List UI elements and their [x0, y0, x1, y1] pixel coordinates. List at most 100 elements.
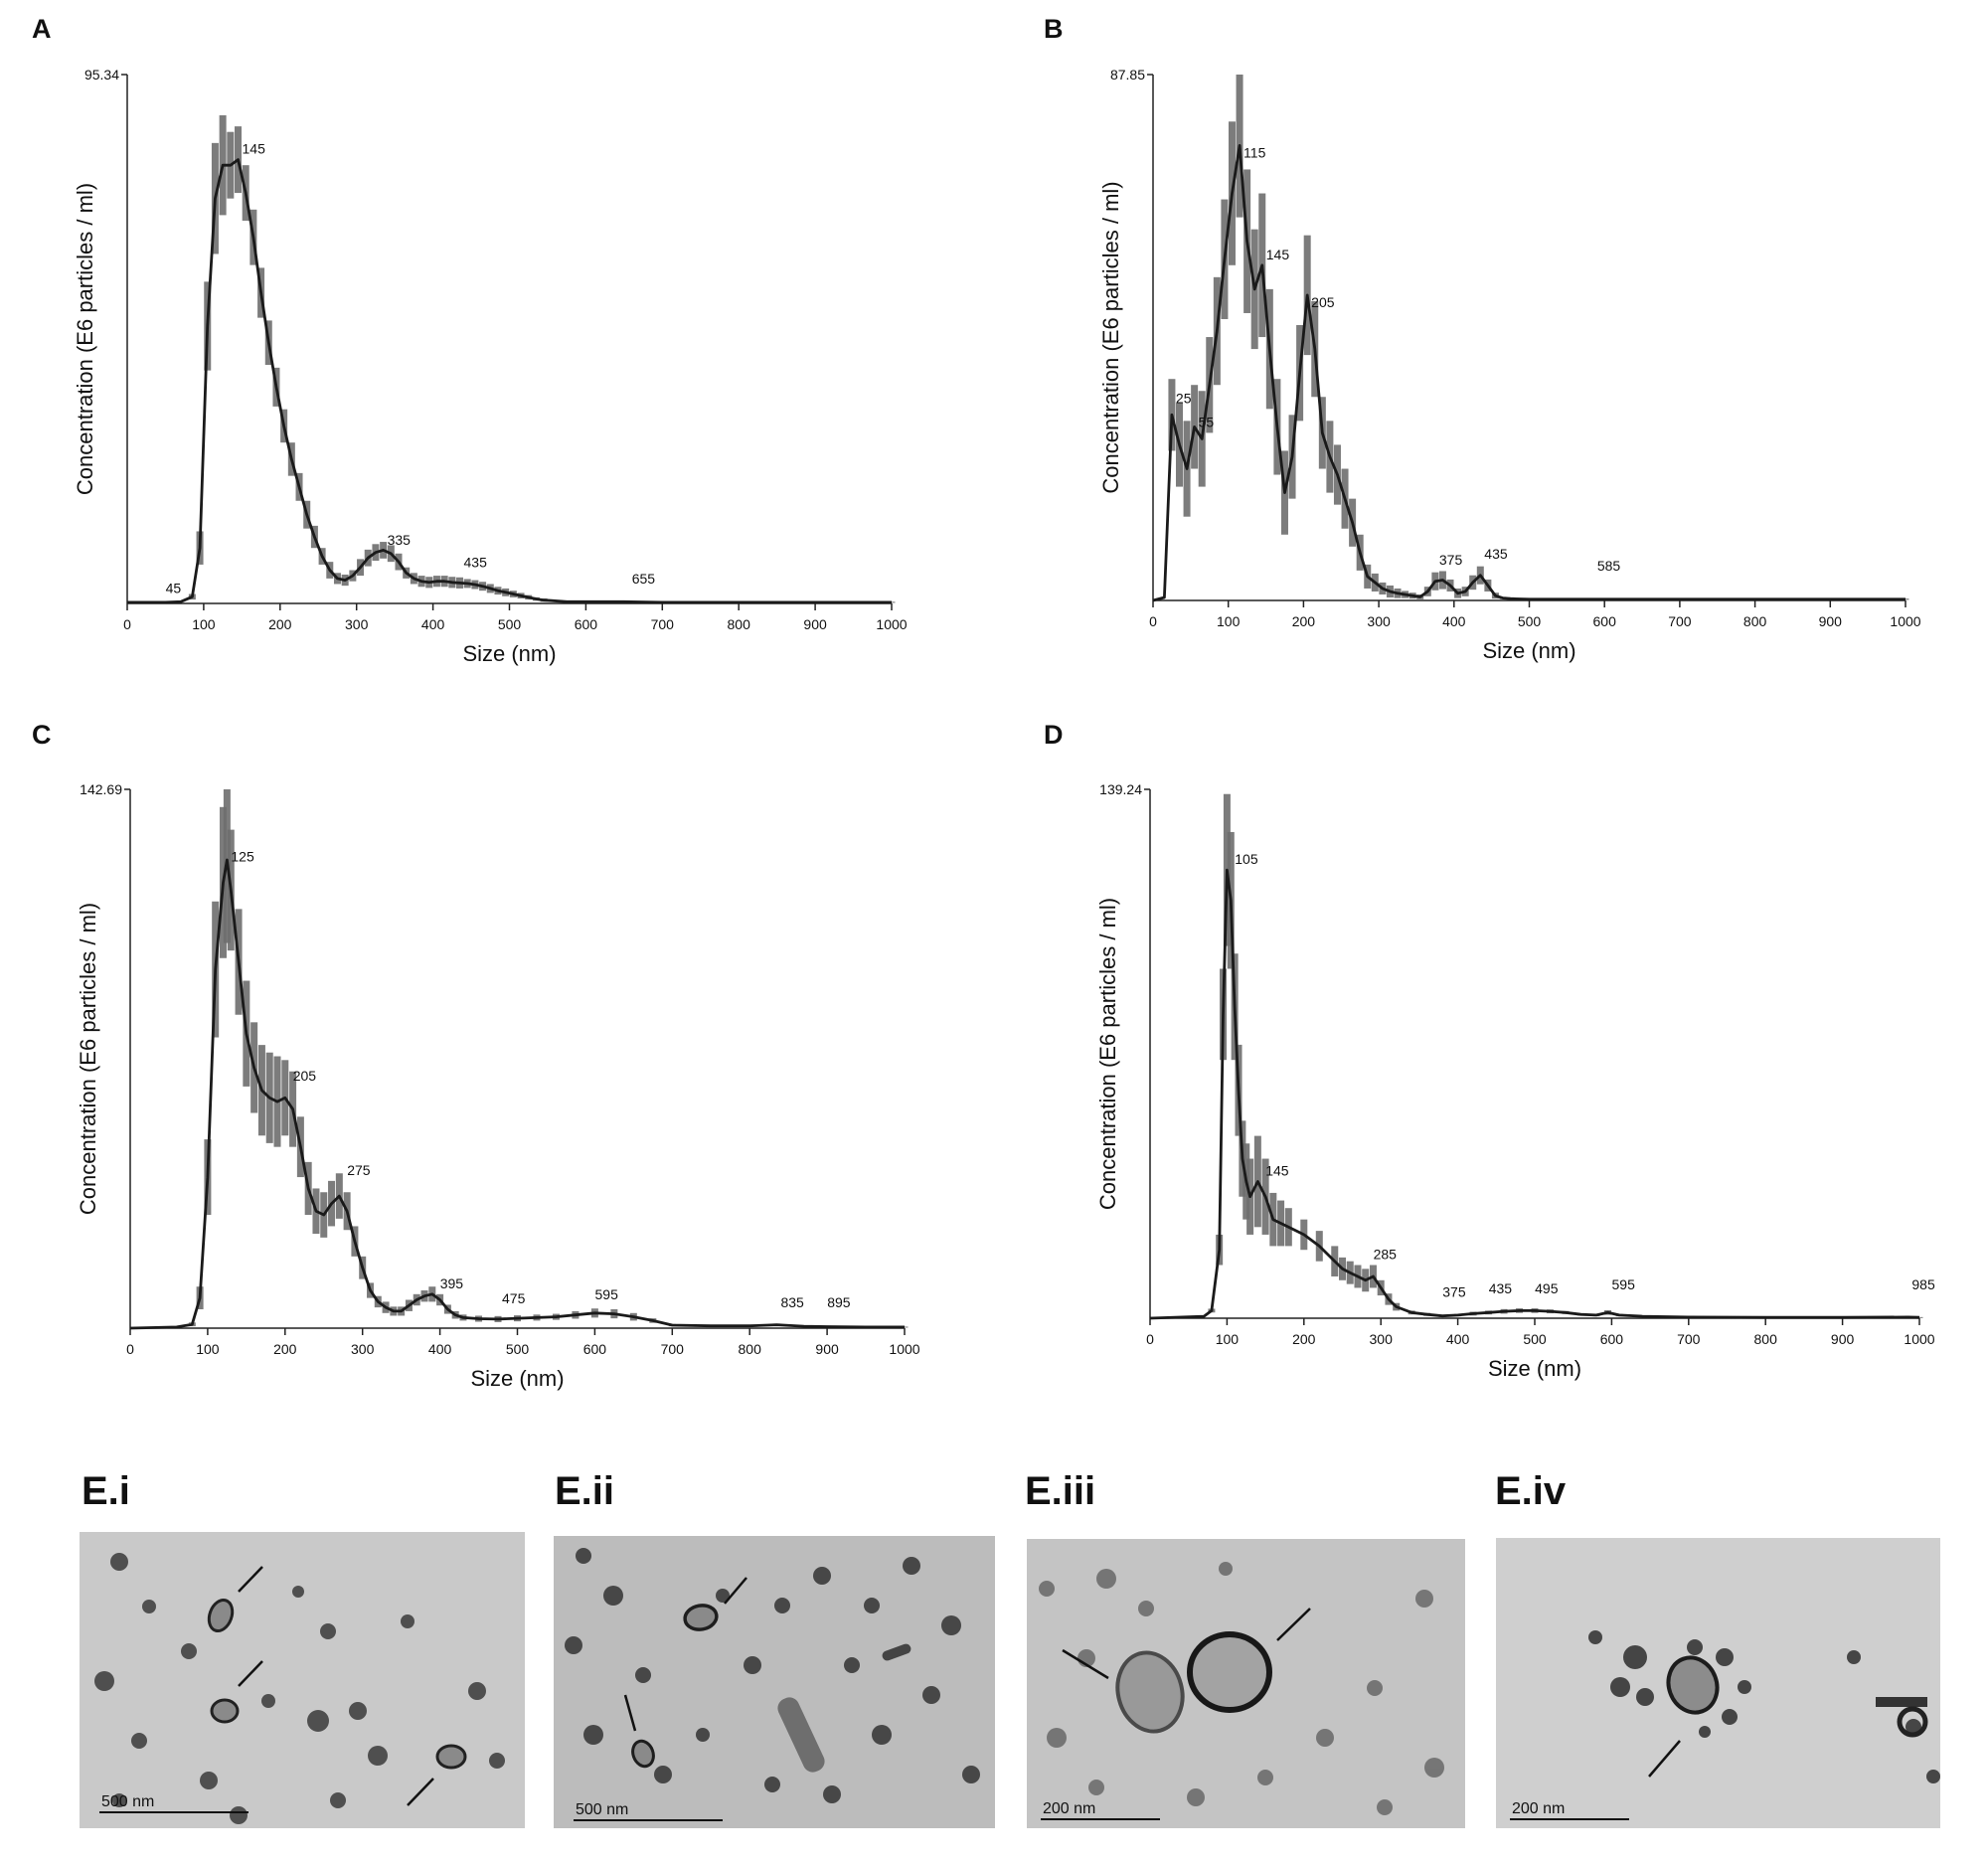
- x-tick-label: 100: [192, 616, 216, 632]
- peak-label: 285: [1374, 1247, 1398, 1263]
- panel-letter-c: C: [32, 720, 52, 750]
- data-series-line: [127, 158, 892, 604]
- x-axis-title: Size (nm): [1482, 638, 1575, 663]
- x-tick-label: 0: [1146, 1331, 1154, 1347]
- x-tick-label: 200: [1292, 613, 1316, 629]
- vesicle: [1187, 1631, 1272, 1713]
- x-tick-label: 300: [345, 616, 369, 632]
- x-tick-label: 500: [1518, 613, 1542, 629]
- micrograph-e-ii: 500 nm: [554, 1536, 995, 1828]
- micrograph-debris: [1876, 1697, 1927, 1707]
- arrow: [724, 1577, 747, 1605]
- x-tick-label: 400: [1442, 613, 1466, 629]
- scale-bar-label: 500 nm: [576, 1801, 628, 1818]
- peak-label: 205: [293, 1068, 317, 1084]
- y-max-label: 87.85: [1110, 67, 1145, 83]
- peak-label: 55: [1199, 414, 1215, 429]
- chart-panel-d: 139.24 0 100 200 300 400 500 600 700 800 900 1000 Si…: [1095, 781, 1935, 1381]
- x-tick-label: 1000: [876, 616, 907, 632]
- x-tick-label: 1000: [889, 1341, 919, 1357]
- x-tick-label: 500: [1523, 1331, 1547, 1347]
- y-max-label: 139.24: [1099, 781, 1142, 797]
- x-tick-label: 700: [651, 616, 675, 632]
- peak-label: 145: [243, 141, 266, 157]
- x-tick-label: 700: [1677, 1331, 1701, 1347]
- error-bar: [1915, 1316, 1923, 1318]
- vesicle: [683, 1604, 719, 1631]
- vesicle: [1666, 1655, 1720, 1715]
- x-tick-label: 800: [728, 616, 751, 632]
- x-tick-label: 200: [273, 1341, 297, 1357]
- micrograph-e-i: 500 nm: [80, 1532, 525, 1828]
- vesicle: [1115, 1650, 1185, 1734]
- x-tick-label: 100: [1216, 1331, 1240, 1347]
- x-tick-label: 400: [421, 616, 445, 632]
- x-tick-label: 100: [1217, 613, 1241, 629]
- x-tick-label: 600: [1593, 613, 1617, 629]
- peak-label: 895: [827, 1294, 851, 1310]
- x-tick-label: 300: [1370, 1331, 1394, 1347]
- peak-label: 655: [632, 571, 656, 587]
- vesicle-group: [631, 1604, 719, 1769]
- x-tick-label: 600: [583, 1341, 607, 1357]
- peak-label: 595: [1612, 1276, 1636, 1292]
- vesicle-group: [207, 1599, 467, 1770]
- peak-label: 585: [1597, 558, 1621, 574]
- x-axis-title: Size (nm): [1488, 1356, 1581, 1381]
- peak-label: 435: [1489, 1280, 1513, 1296]
- x-tick-label: 700: [661, 1341, 685, 1357]
- chart-panel-c: 142.69 0 100 200 300 400 500 600 700 800 900 1000 Si…: [76, 781, 920, 1391]
- arrow: [1062, 1648, 1109, 1680]
- micrograph-debris: [1897, 1706, 1928, 1738]
- x-tick-label: 900: [1831, 1331, 1855, 1347]
- peak-label: 375: [1439, 552, 1463, 568]
- peak-label: 25: [1176, 390, 1192, 406]
- error-bar-group: [188, 789, 909, 1328]
- peak-label: 115: [1243, 144, 1266, 160]
- arrow: [238, 1566, 263, 1593]
- arrow: [623, 1694, 637, 1732]
- peak-label: 205: [1311, 294, 1335, 310]
- x-tick-label: 300: [351, 1341, 375, 1357]
- peak-label: 495: [1535, 1280, 1559, 1296]
- micrograph-e-iii: 200 nm: [1027, 1539, 1465, 1828]
- peak-label: 145: [1265, 1162, 1289, 1178]
- data-series-line: [129, 858, 905, 1330]
- micrograph-background: [80, 1532, 525, 1828]
- arrow: [407, 1778, 434, 1806]
- arrow-group: [238, 1566, 434, 1806]
- x-tick-label: 100: [196, 1341, 220, 1357]
- panel-letter-b: B: [1044, 14, 1064, 44]
- x-tick-label: 0: [123, 616, 131, 632]
- peak-label: 835: [780, 1294, 804, 1310]
- arrow-group: [1648, 1740, 1681, 1778]
- x-tick-label: 700: [1668, 613, 1692, 629]
- y-axis-title: Concentration (E6 particles / ml): [1095, 898, 1120, 1210]
- x-axis-title: Size (nm): [462, 641, 556, 666]
- micrograph-label-e-iv: E.iv: [1495, 1469, 1567, 1513]
- micrograph-e-iv: 200 nm: [1496, 1538, 1940, 1828]
- data-series-line: [1149, 868, 1920, 1320]
- x-tick-label: 1000: [1890, 613, 1920, 629]
- x-tick-label: 900: [803, 616, 827, 632]
- scale-bar-label: 200 nm: [1512, 1800, 1565, 1817]
- x-tick-label: 200: [268, 616, 292, 632]
- error-bar-group: [1208, 793, 1923, 1318]
- x-tick-label: 500: [506, 1341, 530, 1357]
- peak-label: 395: [440, 1275, 464, 1291]
- micrograph-label-e-iii: E.iii: [1025, 1469, 1096, 1513]
- x-tick-label: 0: [126, 1341, 134, 1357]
- x-tick-label: 1000: [1904, 1331, 1934, 1347]
- peak-label: 335: [388, 532, 412, 548]
- peak-label: 985: [1911, 1276, 1935, 1292]
- micrograph-debris: [882, 1643, 911, 1661]
- error-bar-group: [188, 114, 896, 603]
- peak-label: 375: [1442, 1284, 1466, 1300]
- vesicle: [631, 1739, 655, 1769]
- micrograph-debris: [94, 1553, 505, 1824]
- peak-label: 275: [347, 1162, 371, 1178]
- y-axis-title: Concentration (E6 particles / ml): [76, 903, 100, 1215]
- x-tick-label: 600: [1600, 1331, 1624, 1347]
- chart-panel-b: 87.85 0 100 200 300 400 500 600 700 800 900 1000 Siz…: [1098, 67, 1921, 663]
- vesicle-group: [1115, 1631, 1272, 1734]
